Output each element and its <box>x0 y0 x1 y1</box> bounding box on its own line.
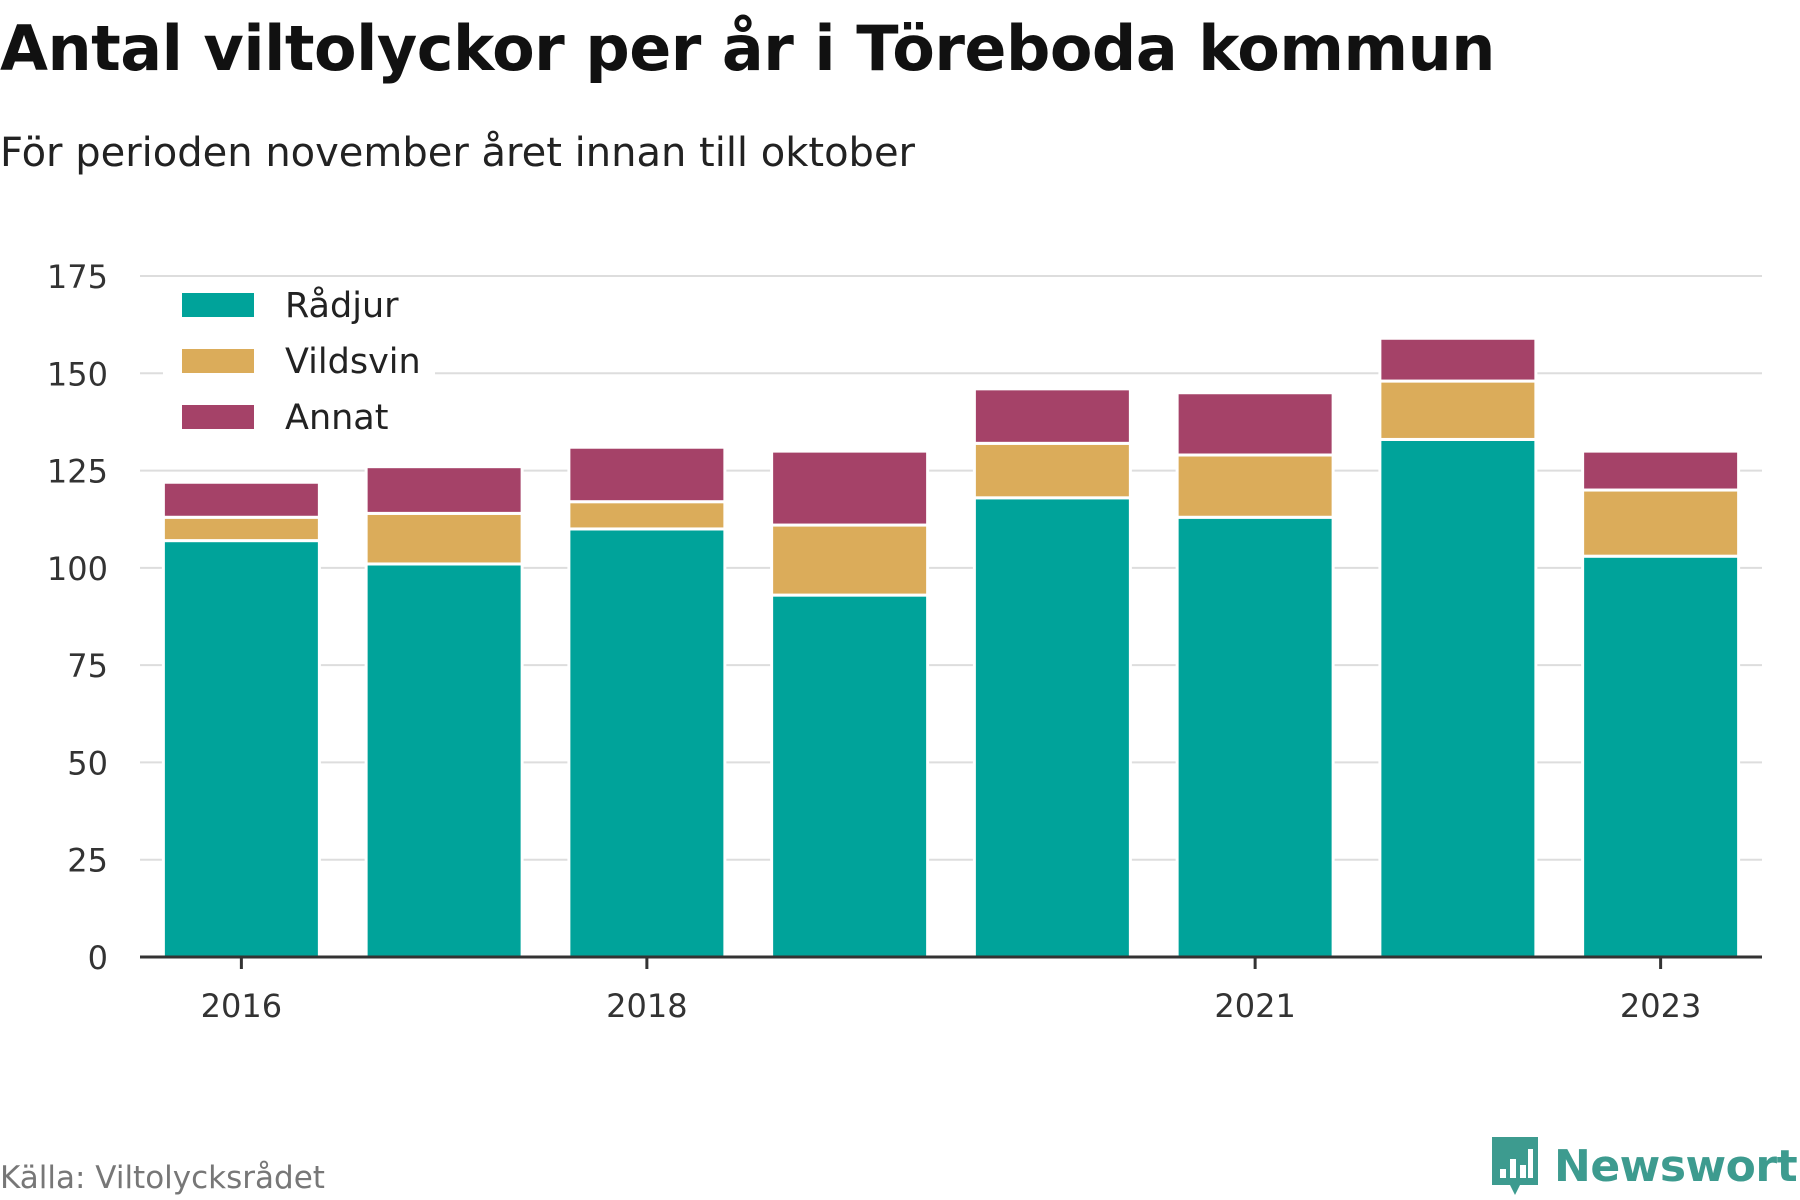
newsworthy-logo-icon <box>1492 1137 1538 1195</box>
bar-segment <box>972 387 1132 445</box>
legend-label: Annat <box>285 398 388 438</box>
legend-swatch <box>182 405 254 429</box>
x-tick-label: 2021 <box>1214 987 1295 1025</box>
x-tick-label: 2018 <box>606 987 687 1025</box>
legend-swatch <box>182 349 254 373</box>
bar-segment <box>364 511 524 566</box>
y-tick-label: 125 <box>47 453 108 491</box>
bar-segment <box>1581 554 1741 959</box>
bar-segment <box>1175 391 1335 457</box>
bar-segment <box>364 562 524 959</box>
source-note: Källa: Viltolycksrådet <box>0 1160 325 1196</box>
chart-title: Antal viltolyckor per år i Töreboda komm… <box>0 12 1495 85</box>
bar-segment <box>1175 515 1335 959</box>
x-tick-label: 2016 <box>201 987 282 1025</box>
bar-segment <box>567 527 727 959</box>
y-tick-label: 50 <box>67 744 108 782</box>
bars <box>161 336 1741 959</box>
y-tick-label: 25 <box>67 842 108 880</box>
legend-label: Vildsvin <box>285 342 421 382</box>
bar-segment <box>770 449 930 527</box>
stacked-bar-chart: 0 25 50 75 100 125 150 175 2016 2018 2021 2023 Råd… <box>47 258 1762 1025</box>
y-tick-label: 175 <box>47 258 108 296</box>
bar-segment <box>770 523 930 597</box>
bar-segment <box>161 480 321 519</box>
legend-swatch <box>182 293 254 317</box>
brand: Newsworthy <box>1490 1135 1800 1197</box>
brand-name: Newsworthy <box>1554 1140 1800 1192</box>
bar-segment <box>161 515 321 543</box>
x-tick-label: 2023 <box>1620 987 1701 1025</box>
bar-segment <box>1581 449 1741 492</box>
bar-segment <box>972 496 1132 959</box>
bar-segment <box>364 465 524 515</box>
bar-segment <box>161 539 321 959</box>
legend: Rådjur Vildsvin Annat <box>163 278 435 450</box>
bar-segment <box>567 500 727 531</box>
y-axis-ticks: 0 25 50 75 100 125 150 175 <box>47 258 108 977</box>
bar-segment <box>1378 379 1538 441</box>
bar-segment <box>770 593 930 959</box>
chart-subtitle: För perioden november året innan till ok… <box>0 130 915 176</box>
bar-segment <box>1378 336 1538 383</box>
legend-label: Rådjur <box>285 285 399 326</box>
y-tick-label: 0 <box>88 939 108 977</box>
x-axis: 2016 2018 2021 2023 <box>140 955 1762 1025</box>
bar-segment <box>567 445 727 504</box>
bar-segment <box>1581 488 1741 558</box>
y-tick-label: 150 <box>47 355 108 393</box>
bar-segment <box>972 441 1132 500</box>
bar-segment <box>1378 437 1538 959</box>
bar-segment <box>1175 453 1335 519</box>
y-tick-label: 100 <box>47 550 108 588</box>
y-tick-label: 75 <box>67 647 108 685</box>
